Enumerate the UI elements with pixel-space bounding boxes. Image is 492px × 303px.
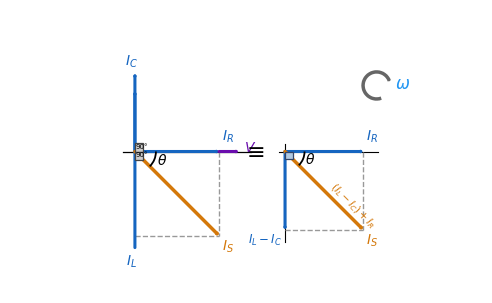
Text: $I_S$: $I_S$ <box>222 238 234 255</box>
Text: $V$: $V$ <box>245 142 257 155</box>
Text: $I_R$: $I_R$ <box>366 128 378 145</box>
Text: 90°: 90° <box>136 152 148 158</box>
Polygon shape <box>135 143 143 152</box>
Polygon shape <box>135 152 143 160</box>
Text: 90°: 90° <box>136 144 148 150</box>
Text: $I_L - I_C$: $I_L - I_C$ <box>248 233 282 248</box>
Text: $I_R$: $I_R$ <box>222 128 234 145</box>
Text: $\theta$: $\theta$ <box>306 152 316 167</box>
Text: $I_S$: $I_S$ <box>366 233 378 249</box>
Polygon shape <box>285 152 293 159</box>
Text: $\omega$: $\omega$ <box>395 75 410 93</box>
Text: $\equiv$: $\equiv$ <box>242 142 265 161</box>
Text: $I_C$: $I_C$ <box>125 54 138 70</box>
Text: $\theta$: $\theta$ <box>157 153 168 168</box>
Text: $(I_L - I_C) + I_R$: $(I_L - I_C) + I_R$ <box>327 180 378 231</box>
Text: $I_L$: $I_L$ <box>126 254 137 270</box>
